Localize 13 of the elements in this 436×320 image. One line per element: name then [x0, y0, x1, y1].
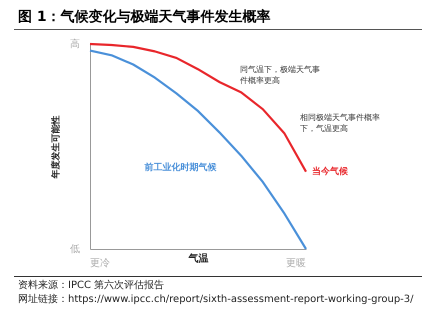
- text: 网址链接：https://www.ipcc.ch/report/sixth-assessment-report-working-group-3/: [18, 293, 415, 307]
- annotation: 相同极端天气事件概率下，气温更高: [300, 112, 381, 134]
- y-axis-title: 年度发生可能性: [50, 116, 62, 180]
- text: 低: [70, 244, 80, 255]
- text: 资料来源：IPCC 第六次评估报告: [18, 279, 166, 293]
- series-label: 当今气候: [312, 166, 349, 178]
- annotation: 同气温下，极端天气事件概率更高: [240, 64, 321, 86]
- text: 前工业化时期气候: [144, 162, 218, 173]
- chart-title: 图 1：气候变化与极端天气事件发生概率: [14, 0, 422, 30]
- text: 高: [70, 38, 80, 50]
- x-axis-title: 气温: [188, 252, 208, 264]
- text: 更暖: [286, 257, 306, 269]
- text: 更冷: [90, 257, 110, 269]
